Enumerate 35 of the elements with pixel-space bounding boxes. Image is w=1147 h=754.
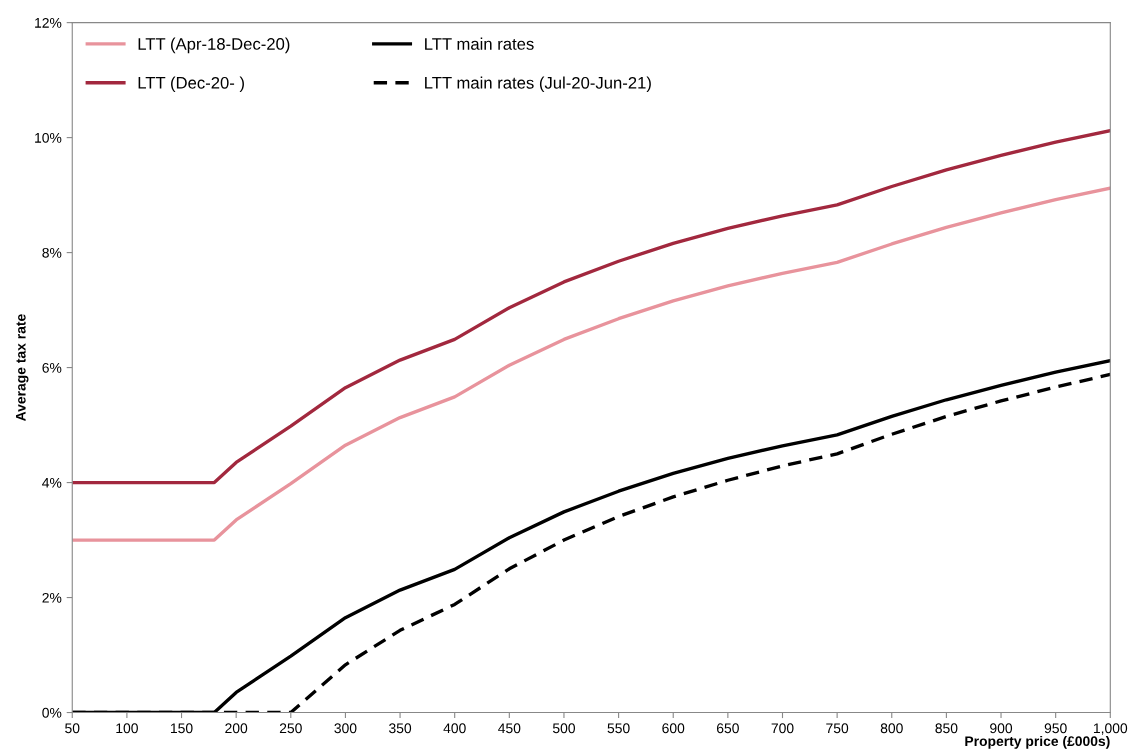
x-tick-label: 800	[880, 723, 903, 734]
x-tick-label: 300	[334, 723, 357, 734]
y-tick-label: 4%	[42, 477, 62, 488]
legend-label: LTT (Dec-20- )	[138, 76, 244, 93]
x-tick-label: 700	[771, 723, 794, 734]
y-tick-label: 12%	[35, 17, 62, 28]
y-tick-label: 6%	[42, 362, 62, 373]
x-axis-title: Property price (£000s)	[965, 735, 1110, 749]
x-tick-label: 100	[116, 723, 138, 734]
line-series	[72, 129, 1111, 485]
y-axis-title: Average tax rate	[15, 314, 29, 422]
y-tick-label: 2%	[42, 592, 62, 603]
y-tick-label: 8%	[42, 247, 62, 258]
x-tick-label: 600	[662, 723, 685, 734]
x-tick-label: 750	[826, 723, 849, 734]
x-tick-label: 1,000	[1093, 723, 1128, 735]
x-tick-label: 650	[716, 723, 739, 734]
x-tick-label: 550	[607, 723, 630, 734]
x-tick-label: 500	[552, 723, 576, 734]
x-tick-label: 150	[171, 723, 193, 734]
x-tick-label: 450	[498, 723, 521, 734]
x-tick-label: 350	[389, 723, 412, 734]
x-tick-label: 400	[443, 723, 466, 734]
legend-label: LTT main rates (Jul-20-Jun-21)	[425, 76, 651, 93]
line-series	[72, 186, 1111, 542]
legend-label: LTT main rates	[425, 37, 534, 50]
x-tick-label: 950	[1044, 723, 1067, 734]
x-tick-label: 50	[65, 723, 80, 734]
legend-label: LTT (Apr-18-Dec-20)	[138, 37, 290, 54]
x-tick-label: 200	[225, 723, 248, 734]
x-tick-label: 900	[990, 723, 1013, 734]
x-tick-label: 850	[935, 723, 958, 734]
y-tick-label: 0%	[42, 707, 62, 718]
y-tick-label: 10%	[35, 132, 62, 143]
x-tick-label: 250	[279, 723, 302, 734]
